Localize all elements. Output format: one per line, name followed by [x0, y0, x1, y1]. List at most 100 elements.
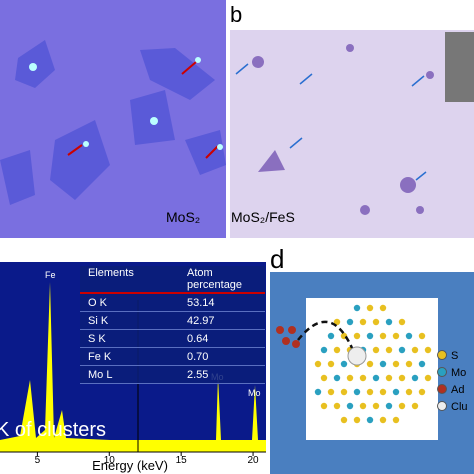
atom — [392, 416, 400, 424]
atom — [392, 332, 400, 340]
atom — [379, 416, 387, 424]
atom — [385, 318, 393, 326]
legend: S Mo Ad Clu — [437, 350, 468, 413]
panel-letter: d — [270, 244, 284, 274]
header: Atom percentage — [179, 266, 265, 294]
atom — [379, 332, 387, 340]
atom — [411, 402, 419, 410]
atom — [424, 346, 432, 354]
adsorbate — [276, 326, 300, 348]
atom — [366, 360, 374, 368]
spectrum — [0, 282, 266, 452]
atom — [405, 360, 413, 368]
atom — [385, 346, 393, 354]
table-cell: S K — [80, 329, 179, 348]
atom — [346, 318, 354, 326]
table-cell: 42.97 — [179, 311, 265, 330]
atom — [424, 374, 432, 382]
table-cell: 2.55 — [179, 365, 265, 384]
atom — [314, 360, 322, 368]
atom — [327, 388, 335, 396]
atom — [320, 346, 328, 354]
composition-table: Elements Atom percentage O K 53.14 Si K 42.97… — [80, 266, 265, 384]
atom — [366, 388, 374, 396]
table-cell: Mo L — [80, 365, 179, 384]
atom — [411, 374, 419, 382]
arrow-d — [297, 320, 354, 349]
x-tick-label: 15 — [176, 455, 188, 466]
table-row: Fe K 0.70 — [80, 347, 265, 366]
legend-label: S — [451, 350, 458, 362]
peak-label: Mo — [248, 388, 261, 398]
legend-swatch — [437, 401, 447, 411]
atom — [333, 374, 341, 382]
particles-b — [252, 44, 434, 215]
atom — [366, 304, 374, 312]
atom — [340, 388, 348, 396]
atom — [359, 402, 367, 410]
legend-swatch — [437, 350, 447, 360]
table-row: Si K 42.97 — [80, 311, 265, 330]
arrows-b — [235, 63, 427, 181]
lattice — [314, 304, 432, 424]
atom — [405, 388, 413, 396]
atom — [333, 318, 341, 326]
atom — [372, 318, 380, 326]
x-ticks: 5 10 15 20 — [35, 452, 259, 466]
atom — [385, 402, 393, 410]
atom — [340, 416, 348, 424]
inset — [445, 32, 474, 102]
atom — [398, 402, 406, 410]
caption-b: MoS₂/FeS — [231, 209, 295, 225]
micrograph-b — [230, 30, 474, 238]
atom — [333, 346, 341, 354]
legend-label: Clu — [451, 401, 468, 413]
table-cell: 53.14 — [179, 293, 265, 312]
header: Elements — [80, 266, 179, 294]
atom — [346, 402, 354, 410]
atom — [320, 374, 328, 382]
peak-label: Fe — [45, 270, 56, 280]
flakes — [0, 40, 226, 205]
legend-swatch — [437, 384, 447, 394]
legend-label: Ad — [451, 384, 464, 396]
atom — [353, 304, 361, 312]
atom — [346, 374, 354, 382]
atom — [398, 374, 406, 382]
atom — [398, 318, 406, 326]
atom — [411, 346, 419, 354]
legend-label: Mo — [451, 367, 466, 379]
atom — [372, 374, 380, 382]
atom — [366, 332, 374, 340]
atom — [327, 332, 335, 340]
atom — [372, 346, 380, 354]
atom — [379, 360, 387, 368]
atom — [418, 388, 426, 396]
panel-letter: b — [230, 2, 242, 27]
dots-a — [29, 57, 223, 150]
table-row: Mo L 2.55 — [80, 365, 265, 384]
table-row: S K 0.64 — [80, 329, 265, 348]
atom — [398, 346, 406, 354]
x-label: Energy (keV) — [92, 458, 168, 473]
cluster — [347, 346, 367, 366]
table-cell: Si K — [80, 311, 179, 330]
atom — [314, 388, 322, 396]
atom — [327, 360, 335, 368]
atom — [353, 388, 361, 396]
atom — [379, 388, 387, 396]
banner: K of clusters — [0, 419, 106, 441]
atom — [372, 402, 380, 410]
x-tick-label: 5 — [35, 455, 41, 466]
atom — [340, 360, 348, 368]
table-cell: 0.64 — [179, 329, 265, 348]
atom — [366, 416, 374, 424]
diagram-box — [306, 298, 438, 440]
atom — [359, 318, 367, 326]
atom — [385, 374, 393, 382]
x-tick-label: 10 — [104, 455, 116, 466]
table-cell: O K — [80, 293, 179, 312]
x-tick-label: 20 — [247, 455, 259, 466]
